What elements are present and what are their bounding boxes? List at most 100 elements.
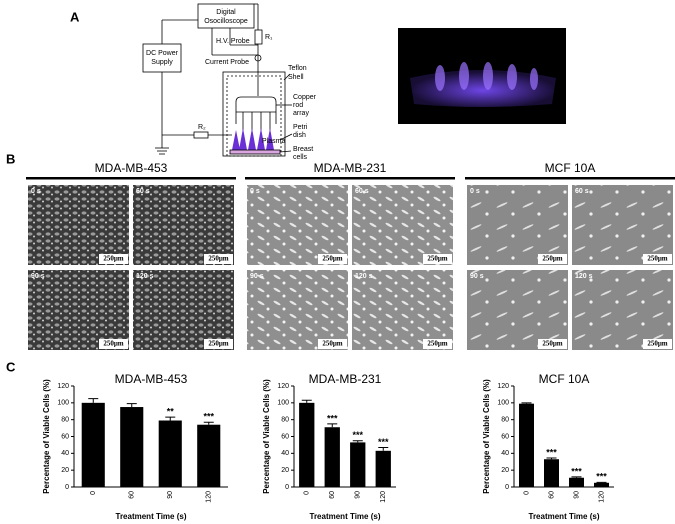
y-tick-label: 80 <box>281 417 289 424</box>
y-tick-label: 120 <box>497 383 509 390</box>
micrograph <box>467 185 568 265</box>
scale-bar: 250μm <box>542 340 562 348</box>
micrograph <box>28 270 129 350</box>
scale-box <box>99 254 128 264</box>
x-tick-label: 90 <box>355 491 362 499</box>
time-label: 120 s <box>575 273 593 280</box>
label: Teflon <box>288 65 307 72</box>
significance: *** <box>546 447 557 457</box>
error-bar <box>165 416 176 421</box>
time-label: 60 s <box>136 188 150 195</box>
divider <box>465 177 675 180</box>
label: Current Probe <box>205 59 249 66</box>
x-tick-label: 90 <box>167 491 174 499</box>
plasma-photo <box>398 28 566 124</box>
error-bar <box>301 399 312 403</box>
label: Copper <box>293 94 317 101</box>
error-bar <box>521 402 532 404</box>
x-tick-label: 0 <box>90 491 97 495</box>
micrograph <box>247 185 348 265</box>
time-label: 120 s <box>355 273 373 280</box>
panel-label: C <box>6 359 16 374</box>
scale-bar: 250μm <box>647 340 667 348</box>
label: Supply <box>151 59 173 66</box>
y-tick-label: 120 <box>277 383 289 390</box>
scale-bar: 250μm <box>208 255 228 263</box>
divider <box>26 177 236 180</box>
label: H.V. Probe <box>216 38 250 45</box>
y-tick-label: 0 <box>505 484 509 491</box>
significance: *** <box>352 430 363 440</box>
scale-box <box>423 339 452 349</box>
scale-box <box>99 339 128 349</box>
scale-box <box>204 254 233 264</box>
error-bar <box>88 398 99 403</box>
time-label: 120 s <box>136 273 154 280</box>
scale-bar: 250μm <box>103 255 123 263</box>
chart-title: MDA-MB-453 <box>115 372 188 386</box>
bar <box>158 420 182 487</box>
column-title: MCF 10A <box>545 161 596 175</box>
micrograph <box>352 185 453 265</box>
y-tick-label: 40 <box>281 450 289 457</box>
x-axis-label: Treatment Time (s) <box>116 512 187 521</box>
error-bar <box>327 423 338 428</box>
scale-bar: 250μm <box>322 255 342 263</box>
label: Digital <box>216 9 236 16</box>
bar <box>594 482 609 487</box>
scale-box <box>423 254 452 264</box>
error-bar <box>352 440 363 443</box>
label: Plasma <box>262 138 285 145</box>
x-tick-label: 120 <box>380 491 387 503</box>
scale-box <box>318 339 347 349</box>
label: cells <box>293 154 308 161</box>
significance: ** <box>167 407 175 417</box>
bar <box>197 424 221 487</box>
micrograph <box>133 185 234 265</box>
y-axis-label: Percentage of Viable Cells (%) <box>262 379 271 494</box>
bar <box>544 459 559 487</box>
bar <box>299 402 315 487</box>
micrograph <box>467 270 568 350</box>
y-tick-label: 60 <box>61 433 69 440</box>
x-tick-label: 120 <box>206 491 213 503</box>
bar <box>569 477 584 487</box>
micrograph <box>28 185 129 265</box>
bar <box>519 403 534 487</box>
time-label: 60 s <box>355 188 369 195</box>
scale-box <box>643 339 672 349</box>
x-tick-label: 90 <box>573 491 580 499</box>
micrograph <box>572 270 673 350</box>
error-bar <box>126 403 137 408</box>
x-axis-label: Treatment Time (s) <box>529 512 600 521</box>
y-tick-label: 80 <box>501 417 509 424</box>
setup-diagram <box>142 3 293 157</box>
y-tick-label: 40 <box>501 450 509 457</box>
error-bar <box>378 446 389 451</box>
bar <box>120 407 144 487</box>
x-axis-label: Treatment Time (s) <box>310 512 381 521</box>
significance: *** <box>571 466 582 476</box>
y-tick-label: 60 <box>501 433 509 440</box>
label: Petri <box>293 124 308 131</box>
scale-box <box>643 254 672 264</box>
error-bar <box>203 421 214 425</box>
label: Shell <box>288 74 304 81</box>
x-tick-label: 120 <box>598 491 605 503</box>
y-tick-label: 0 <box>65 484 69 491</box>
time-label: 0 s <box>250 188 260 195</box>
time-label: 90 s <box>31 273 45 280</box>
y-tick-label: 20 <box>61 467 69 474</box>
micrograph <box>352 270 453 350</box>
x-tick-label: 0 <box>523 491 530 495</box>
column-title: MDA-MB-453 <box>95 161 168 175</box>
scale-bar: 250μm <box>322 340 342 348</box>
y-tick-label: 20 <box>501 467 509 474</box>
label: R₂ <box>198 124 206 131</box>
y-tick-label: 100 <box>497 400 509 407</box>
micrograph <box>133 270 234 350</box>
x-tick-label: 60 <box>329 491 336 499</box>
time-label: 60 s <box>575 188 589 195</box>
y-axis-label: Percentage of Viable Cells (%) <box>42 379 51 494</box>
y-tick-label: 40 <box>61 450 69 457</box>
